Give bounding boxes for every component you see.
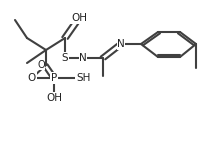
Text: SH: SH: [76, 73, 90, 83]
Text: P: P: [51, 73, 57, 83]
Text: O: O: [28, 73, 36, 83]
Text: N: N: [117, 39, 125, 49]
Text: O: O: [37, 60, 45, 70]
Text: OH: OH: [46, 93, 62, 103]
Text: S: S: [62, 53, 68, 63]
Text: OH: OH: [71, 13, 87, 23]
Text: N: N: [79, 53, 87, 63]
